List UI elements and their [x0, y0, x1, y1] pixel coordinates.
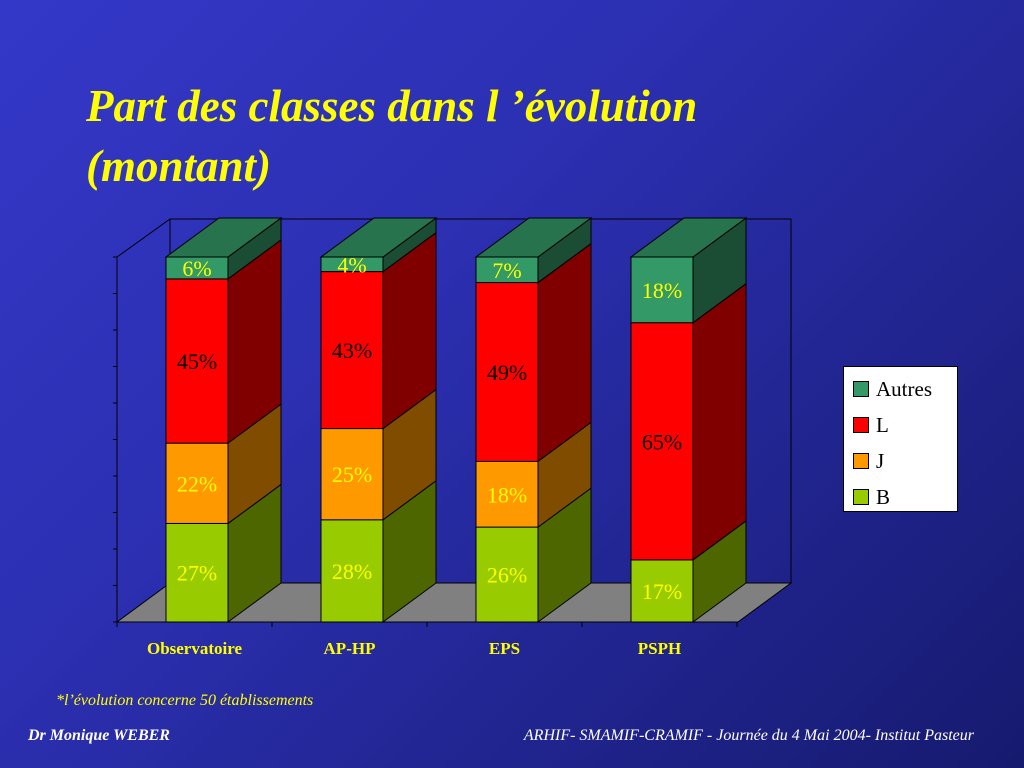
x-tick-label-psph: PSPH [638, 639, 681, 658]
data-label-l-eps: 49% [487, 360, 527, 385]
data-label-autres-psph: 18% [642, 278, 682, 303]
legend-item-b: B [853, 484, 890, 510]
legend-label: L [876, 412, 889, 437]
legend-item-l: L [853, 412, 889, 438]
x-tick-label-ap-hp: AP-HP [324, 639, 376, 658]
data-label-autres-ap-hp: 4% [337, 252, 366, 277]
data-label-j-observatoire: 22% [177, 471, 217, 496]
legend-item-autres: Autres [853, 376, 932, 402]
bar-segment-j-eps [475, 460, 539, 528]
event-footer: ARHIF- SMAMIF-CRAMIF - Journée du 4 Mai … [523, 727, 974, 744]
legend-label: Autres [876, 376, 932, 401]
chart-legend: Autres L J B [843, 366, 958, 512]
legend-swatch [853, 453, 869, 469]
bar-top-eps [474, 217, 593, 258]
legend-label: B [876, 484, 891, 509]
legend-swatch [853, 489, 869, 505]
x-tick-label-eps: EPS [489, 639, 520, 658]
bar-segment-autres-eps [475, 256, 539, 284]
bar-top-psph [629, 217, 748, 258]
bar-top-observatoire [164, 217, 283, 258]
legend-swatch [853, 381, 869, 397]
bar-segment-l-eps [475, 282, 539, 462]
data-label-l-psph: 65% [642, 429, 682, 454]
legend-item-j: J [853, 448, 884, 474]
bar-segment-autres-psph [630, 256, 694, 324]
bar-segment-l-observatoire [165, 278, 229, 444]
data-label-j-ap-hp: 25% [332, 462, 372, 487]
bar-segment-b-eps [475, 526, 539, 623]
data-label-b-observatoire: 27% [177, 561, 217, 586]
bar-segment-b-ap-hp [320, 519, 384, 623]
data-label-l-observatoire: 45% [177, 349, 217, 374]
data-label-autres-observatoire: 6% [182, 256, 211, 281]
x-tick-label-observatoire: Observatoire [147, 639, 243, 658]
legend-swatch [853, 417, 869, 433]
data-label-l-ap-hp: 43% [332, 338, 372, 363]
bar-segment-l-psph [630, 322, 694, 561]
bar-segment-j-ap-hp [320, 428, 384, 521]
author-footer: Dr Monique WEBER [28, 727, 170, 744]
footnote: *l’évolution concerne 50 établissements [56, 692, 314, 709]
bar-segment-l-ap-hp [320, 271, 384, 430]
data-label-autres-eps: 7% [492, 258, 521, 283]
bar-segment-b-psph [630, 559, 694, 623]
chart-wall-edge [116, 218, 171, 258]
data-label-j-eps: 18% [487, 482, 527, 507]
bar-top-ap-hp [319, 217, 438, 258]
bar-segment-j-observatoire [165, 442, 229, 524]
legend-label: J [876, 448, 885, 473]
data-label-b-psph: 17% [642, 579, 682, 604]
data-label-b-ap-hp: 28% [332, 559, 372, 584]
data-label-b-eps: 26% [487, 563, 527, 588]
bar-side-l-psph [692, 282, 747, 561]
slide-title: Part des classes dans l ’évolution (mont… [86, 81, 698, 191]
